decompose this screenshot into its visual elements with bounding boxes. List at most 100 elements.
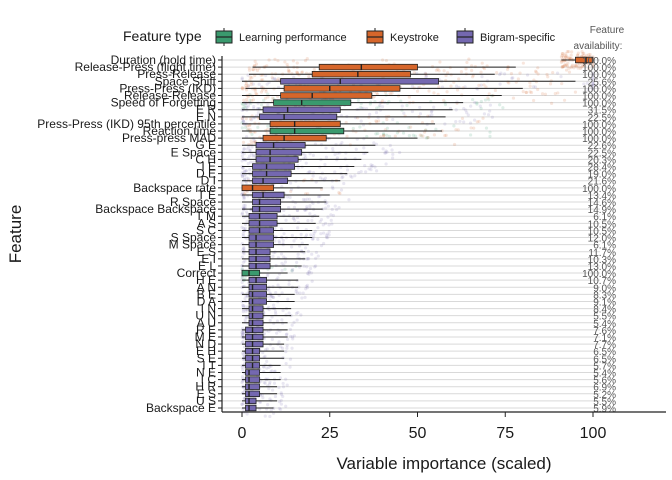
point — [242, 120, 246, 124]
point — [381, 147, 385, 151]
point — [292, 239, 296, 243]
point — [241, 190, 245, 195]
point — [317, 195, 321, 199]
point — [261, 395, 265, 400]
point — [294, 311, 299, 316]
point — [241, 120, 245, 124]
point — [575, 53, 580, 57]
availability-label: 5.9% — [593, 404, 616, 415]
point — [341, 175, 345, 179]
point — [430, 120, 434, 124]
point — [266, 287, 270, 291]
point — [249, 139, 253, 143]
point — [272, 87, 276, 91]
point — [407, 134, 411, 138]
point — [443, 122, 447, 126]
point — [566, 50, 571, 54]
point — [282, 255, 286, 259]
y-tick-label: E N — [196, 110, 216, 124]
point — [384, 162, 388, 166]
point — [290, 335, 295, 339]
point — [483, 98, 488, 102]
point — [473, 118, 477, 122]
point — [509, 71, 514, 76]
point — [534, 70, 538, 74]
availability-label: 9.1% — [593, 297, 616, 308]
point — [384, 93, 388, 97]
point — [415, 89, 420, 93]
box — [248, 291, 267, 298]
y-tick-label: A N — [197, 280, 216, 294]
point — [241, 234, 245, 238]
point — [511, 76, 515, 80]
point — [298, 291, 302, 295]
point — [303, 153, 307, 157]
point — [498, 82, 502, 86]
box-38 — [242, 326, 288, 334]
point — [469, 126, 473, 130]
point — [374, 142, 379, 146]
availability-label: 5.5% — [593, 397, 616, 408]
point — [502, 72, 507, 76]
point — [564, 56, 569, 60]
point — [282, 232, 286, 236]
point — [295, 70, 299, 74]
point — [479, 106, 483, 111]
point — [270, 369, 274, 373]
point — [276, 276, 280, 280]
point — [560, 81, 564, 86]
point — [379, 135, 383, 139]
point — [271, 303, 276, 307]
point — [300, 70, 304, 75]
point — [279, 227, 284, 231]
point — [591, 87, 595, 91]
point — [400, 104, 404, 108]
point — [300, 70, 304, 74]
point — [387, 134, 392, 139]
point — [555, 71, 560, 75]
availability-label: 7.1% — [593, 333, 616, 344]
point — [383, 151, 387, 155]
point — [432, 133, 437, 137]
point — [565, 63, 569, 67]
point — [475, 102, 479, 106]
point — [582, 82, 586, 86]
box-16 — [242, 170, 348, 177]
box-47 — [242, 390, 278, 397]
point — [478, 104, 482, 108]
point — [591, 76, 595, 80]
point — [244, 305, 248, 309]
point — [365, 134, 369, 139]
availability-label: 31.5% — [588, 106, 616, 117]
point — [241, 331, 246, 335]
box — [245, 383, 260, 390]
point — [274, 290, 278, 295]
point — [280, 346, 285, 351]
point — [470, 75, 475, 79]
point — [390, 91, 394, 95]
point — [306, 256, 310, 261]
point — [560, 52, 564, 56]
point — [454, 108, 458, 112]
point — [377, 105, 381, 109]
box — [245, 340, 264, 348]
point — [290, 346, 294, 350]
point — [549, 101, 554, 105]
point — [337, 191, 341, 195]
point — [265, 131, 269, 136]
point — [241, 368, 245, 372]
point — [426, 135, 430, 140]
box — [248, 248, 271, 255]
point — [242, 195, 246, 199]
point — [528, 81, 532, 85]
point — [533, 85, 538, 89]
point — [247, 68, 252, 72]
box — [252, 177, 289, 184]
point — [378, 103, 382, 108]
y-tick-label: Backspace E — [146, 401, 216, 415]
point — [468, 133, 473, 137]
box-2 — [249, 71, 495, 78]
point — [245, 212, 250, 216]
point — [518, 71, 522, 75]
